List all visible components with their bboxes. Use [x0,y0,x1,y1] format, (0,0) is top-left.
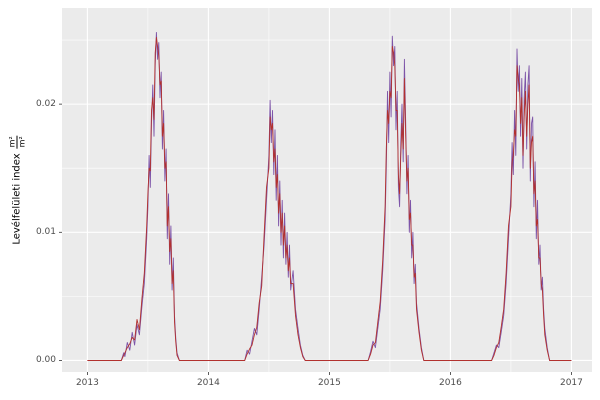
unit-numerator: m² [7,135,18,149]
x-tick-label: 2014 [196,378,220,388]
x-tick-label: 2015 [317,378,341,388]
x-tick-label: 2013 [75,378,99,388]
x-tick-label: 2016 [438,378,462,388]
y-axis-label-text: Levélfelületi index [11,153,23,245]
plot-panel [62,8,592,372]
y-tick-label: 0.00 [35,355,56,366]
y-axis-label: Levélfelületi index m² m² [7,135,27,245]
y-tick-label: 0.02 [35,99,56,110]
y-tick-label: 0.01 [35,227,56,238]
x-tick-label: 2017 [559,378,583,388]
unit-denominator: m² [17,136,27,148]
lai-series-purple-line [87,31,572,361]
lai-series-red-line [87,37,572,361]
y-axis-unit-fraction: m² m² [7,135,27,149]
